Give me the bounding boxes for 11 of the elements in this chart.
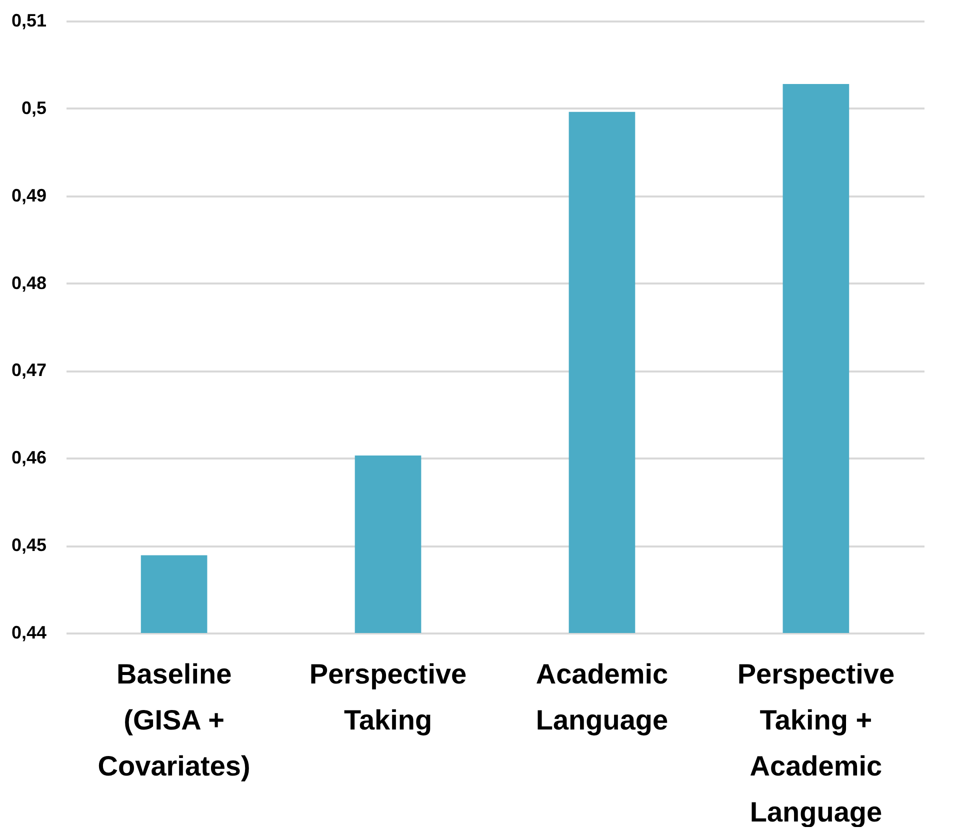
y-tick-label: 0,46 [11,448,46,468]
y-tick-label: 0,48 [11,272,46,293]
y-tick-label: 0,44 [11,622,46,642]
x-tick-label: Perspective Taking [309,658,467,736]
y-tick-label: 0,49 [11,185,46,206]
x-tick-label: Baseline (GISA + Covariates) [98,658,250,782]
y-tick-label: 0,47 [11,360,46,380]
y-tick-label: 0,45 [11,535,46,556]
y-tick-label: 0,51 [11,10,46,30]
y-tick-label: 0,5 [21,98,46,118]
x-tick-label: Academic Language [536,658,668,736]
